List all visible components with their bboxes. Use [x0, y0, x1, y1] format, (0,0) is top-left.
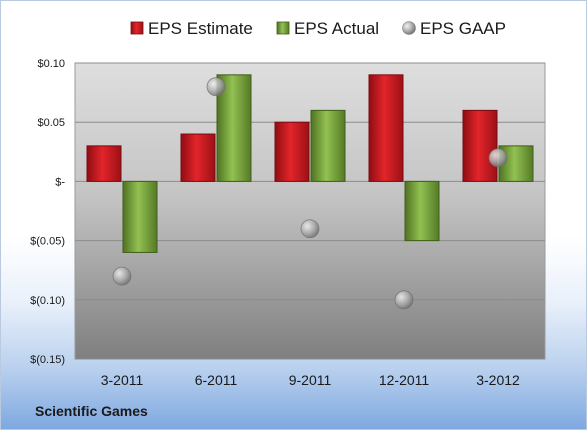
company-name: Scientific Games [35, 403, 148, 419]
y-tick-label: $- [55, 176, 65, 188]
y-tick-label: $(0.05) [30, 236, 65, 248]
eps-estimate-bar [368, 74, 404, 182]
eps-estimate-bar [86, 145, 122, 182]
x-tick-label: 9-2011 [289, 372, 332, 388]
legend-label: EPS GAAP [420, 19, 506, 38]
x-tick-label: 3-2012 [476, 372, 520, 388]
eps-gaap-marker [300, 219, 320, 239]
eps-gaap-marker [206, 77, 226, 97]
eps-actual-bar [122, 180, 158, 253]
eps-actual-bar [404, 180, 440, 242]
eps-actual-bar [216, 74, 252, 182]
eps-estimate-bar [180, 133, 216, 182]
legend-swatch [130, 21, 144, 35]
x-tick-label: 6-2011 [195, 372, 238, 388]
legend-swatch [402, 21, 416, 35]
y-tick-label: $(0.10) [30, 295, 65, 307]
eps-actual-bar [310, 109, 346, 182]
y-tick-label: $0.05 [37, 117, 65, 129]
eps-estimate-bar [274, 121, 310, 182]
x-tick-label: 3-2011 [101, 372, 144, 388]
eps-gaap-marker [394, 290, 414, 310]
y-tick-label: $0.10 [37, 58, 65, 70]
legend-label: EPS Estimate [148, 19, 253, 38]
legend-label: EPS Actual [294, 19, 379, 38]
eps-estimate-bar [462, 109, 498, 182]
x-tick-label: 12-2011 [379, 372, 430, 388]
eps-gaap-marker [112, 266, 132, 286]
y-tick-label: $(0.15) [30, 354, 65, 366]
eps-gaap-marker [488, 148, 508, 168]
legend-swatch [276, 21, 290, 35]
